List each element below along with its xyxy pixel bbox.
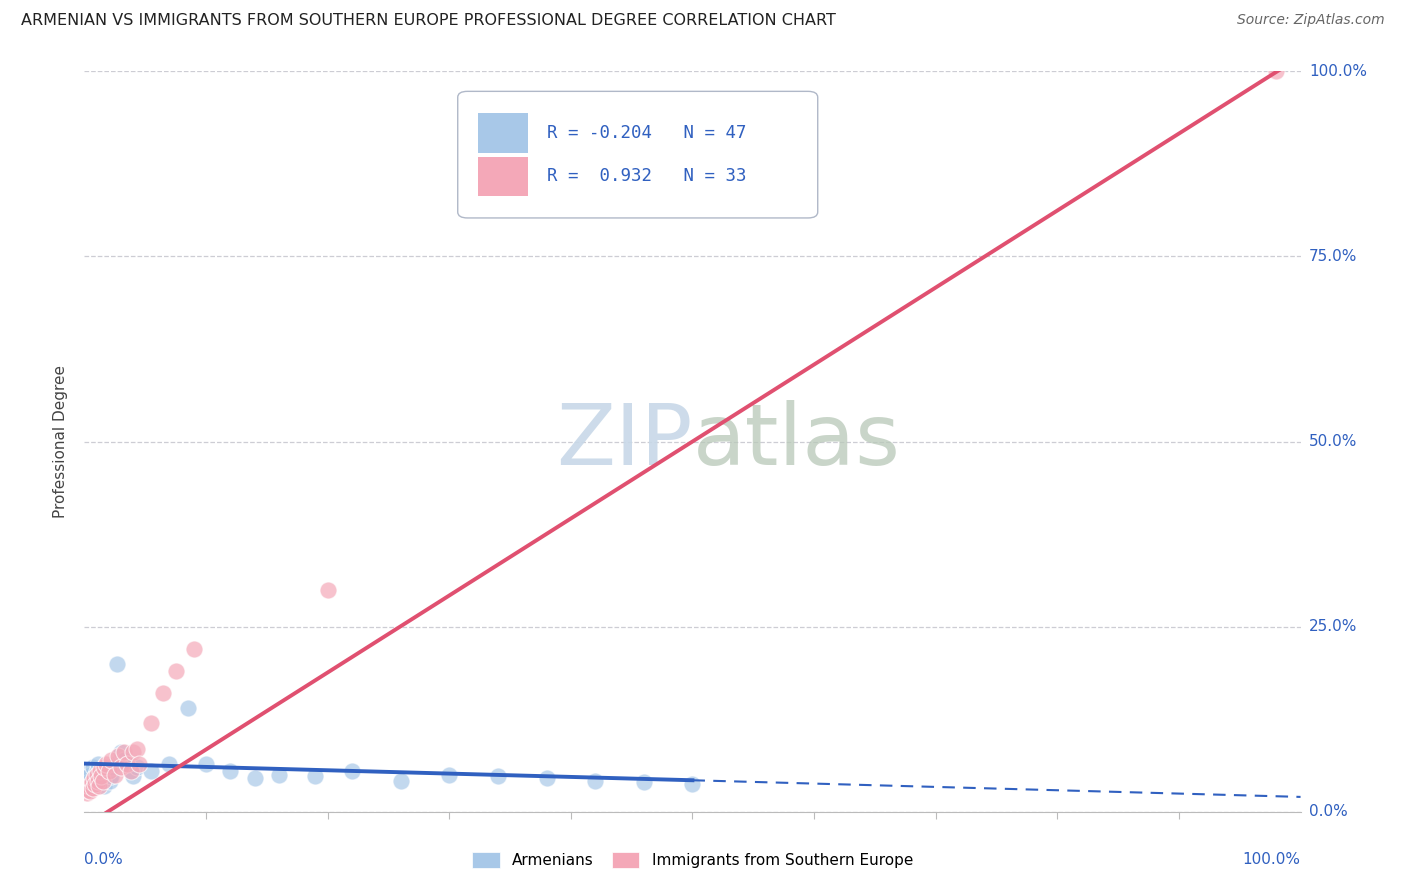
Point xyxy=(152,686,174,700)
Point xyxy=(97,764,120,778)
Point xyxy=(141,764,163,778)
Text: R = -0.204   N = 47: R = -0.204 N = 47 xyxy=(547,124,747,142)
Point xyxy=(120,764,142,778)
Point xyxy=(115,756,138,771)
Point xyxy=(165,664,187,678)
Point xyxy=(101,760,124,774)
Point xyxy=(104,767,127,781)
Point xyxy=(128,756,150,771)
Point xyxy=(91,762,114,776)
Point xyxy=(633,775,655,789)
Point xyxy=(439,767,461,781)
Point xyxy=(94,760,117,774)
FancyBboxPatch shape xyxy=(478,112,529,153)
Point xyxy=(125,741,148,756)
Point xyxy=(194,756,218,771)
Point xyxy=(86,764,108,778)
Point xyxy=(80,779,103,793)
Point xyxy=(77,775,100,789)
Point xyxy=(84,769,107,783)
Point xyxy=(90,769,112,783)
Point xyxy=(86,776,108,790)
Point xyxy=(583,773,606,788)
Text: 0.0%: 0.0% xyxy=(84,853,124,867)
Point xyxy=(96,767,118,781)
Point xyxy=(177,701,200,715)
Point xyxy=(114,753,136,767)
Point xyxy=(122,769,145,783)
Point xyxy=(120,764,142,778)
Point xyxy=(110,760,132,774)
Point xyxy=(76,772,98,786)
Text: R =  0.932   N = 33: R = 0.932 N = 33 xyxy=(547,168,747,186)
Point xyxy=(83,773,105,788)
Point xyxy=(316,582,339,597)
Point xyxy=(87,756,110,771)
Point xyxy=(87,773,110,788)
Point xyxy=(122,746,145,760)
Point xyxy=(304,769,326,783)
Point xyxy=(82,780,104,795)
Point xyxy=(159,756,181,771)
Point xyxy=(104,756,127,771)
Point xyxy=(93,779,115,793)
Point xyxy=(82,760,104,774)
Point xyxy=(84,776,107,790)
Point xyxy=(77,779,100,793)
Text: 25.0%: 25.0% xyxy=(1309,619,1357,634)
FancyBboxPatch shape xyxy=(458,91,818,218)
Point xyxy=(79,767,101,781)
Point xyxy=(114,746,136,760)
Point xyxy=(98,773,121,788)
Point xyxy=(91,773,114,788)
Legend: Armenians, Immigrants from Southern Europe: Armenians, Immigrants from Southern Euro… xyxy=(465,847,920,874)
Point xyxy=(77,764,100,778)
Point xyxy=(340,764,363,778)
Point xyxy=(125,760,148,774)
Point xyxy=(96,756,118,771)
Point xyxy=(87,779,110,793)
Text: 0.0%: 0.0% xyxy=(1309,805,1347,819)
Text: 50.0%: 50.0% xyxy=(1309,434,1357,449)
Text: ZIP: ZIP xyxy=(555,400,693,483)
Point xyxy=(267,767,290,781)
Text: atlas: atlas xyxy=(693,400,900,483)
Point xyxy=(141,715,163,730)
Point xyxy=(80,775,103,789)
Point xyxy=(89,766,111,780)
Point xyxy=(87,772,110,786)
Text: Source: ZipAtlas.com: Source: ZipAtlas.com xyxy=(1237,13,1385,28)
Text: 100.0%: 100.0% xyxy=(1309,64,1367,78)
Text: 100.0%: 100.0% xyxy=(1243,853,1301,867)
Point xyxy=(93,760,115,774)
Point xyxy=(243,772,266,786)
Point xyxy=(97,764,120,778)
Point xyxy=(83,772,105,786)
Point xyxy=(115,756,138,771)
Point xyxy=(105,657,128,671)
Point xyxy=(107,749,129,764)
Point xyxy=(219,764,242,778)
Point xyxy=(77,782,100,797)
Point xyxy=(100,753,122,767)
Point xyxy=(79,784,101,798)
Point xyxy=(1265,64,1288,78)
Point xyxy=(110,746,132,760)
Point xyxy=(90,775,112,789)
Point xyxy=(96,772,118,786)
Point xyxy=(76,786,98,800)
FancyBboxPatch shape xyxy=(478,156,529,196)
Text: ARMENIAN VS IMMIGRANTS FROM SOUTHERN EUROPE PROFESSIONAL DEGREE CORRELATION CHAR: ARMENIAN VS IMMIGRANTS FROM SOUTHERN EUR… xyxy=(21,13,837,29)
Point xyxy=(682,776,704,790)
Point xyxy=(389,773,412,788)
Point xyxy=(486,769,509,783)
Y-axis label: Professional Degree: Professional Degree xyxy=(53,365,69,518)
Point xyxy=(86,767,108,781)
Text: 75.0%: 75.0% xyxy=(1309,249,1357,264)
Point xyxy=(183,641,205,656)
Point xyxy=(89,764,111,778)
Point xyxy=(100,769,122,783)
Point xyxy=(536,772,558,786)
